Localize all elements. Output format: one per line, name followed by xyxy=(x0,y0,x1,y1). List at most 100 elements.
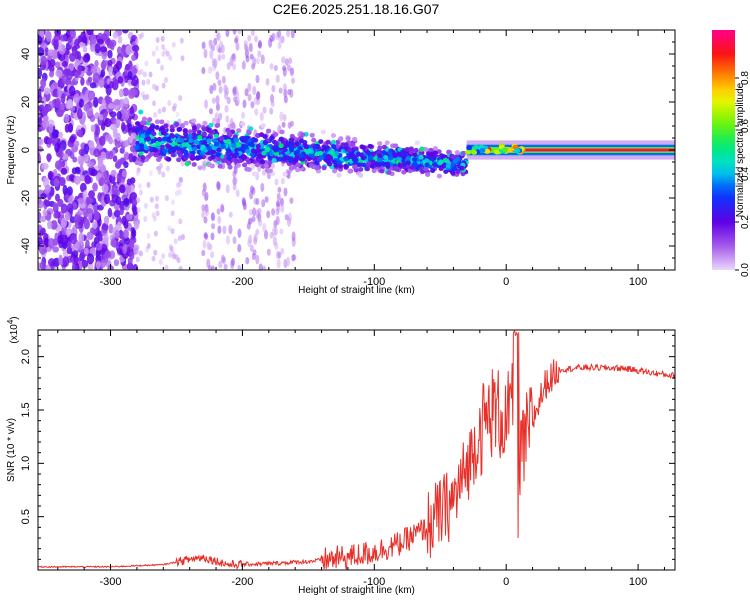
spectrogram-noise-cell xyxy=(69,135,76,143)
spectrogram-weak-cell xyxy=(266,210,271,219)
spectrogram-signal-cell xyxy=(260,123,266,128)
spectrogram-noise-cell xyxy=(53,202,58,212)
spectrogram-noise-cell xyxy=(86,30,94,36)
spectrogram-signal-cell xyxy=(351,157,357,163)
spectrogram-noise-cell xyxy=(75,167,81,175)
spectrogram-noise-cell xyxy=(38,224,43,232)
spectrogram-noise-cell xyxy=(123,220,129,229)
spectrogram-noise-cell xyxy=(98,77,105,88)
spectrogram-noise-cell xyxy=(164,264,169,270)
spectrogram-signal-cell xyxy=(377,161,383,167)
spectrogram-noise-cell xyxy=(130,88,138,96)
colorbar-label: Normalized spectral amplitude xyxy=(735,82,746,217)
spectrogram-weak-cell xyxy=(247,93,252,102)
spectrogram-noise-cell xyxy=(113,99,121,106)
spectrogram-weak-cell xyxy=(201,42,206,50)
spectrogram-noise-cell xyxy=(83,103,90,112)
spectrogram-weak-cell xyxy=(235,42,240,51)
spectrogram-signal-cell xyxy=(311,137,317,143)
spectrogram-signal-cell xyxy=(254,162,260,168)
spectrogram-weak-cell xyxy=(289,67,294,75)
spectrogram-signal-cell xyxy=(138,150,144,156)
spectrogram-signal-cell xyxy=(385,164,391,169)
spectrogram-signal-cell xyxy=(223,134,229,140)
spectrogram-noise-cell xyxy=(69,30,76,39)
spectrogram-signal-cell xyxy=(367,143,373,149)
spectrogram-signal-cell xyxy=(139,146,145,152)
spectrogram-noise-cell xyxy=(142,71,147,78)
spectrogram-noise-cell xyxy=(160,35,165,42)
spectrogram-signal-cell xyxy=(308,163,314,168)
spectrogram-noise-cell xyxy=(168,252,173,259)
spectrogram-weak-cell xyxy=(221,75,226,84)
spectrogram-noise-cell xyxy=(88,190,95,199)
spectrogram-noise-cell xyxy=(46,137,53,145)
spectrogram-noise-cell xyxy=(85,196,91,205)
spectrogram-noise-cell xyxy=(73,241,80,251)
spectrogram-noise-cell xyxy=(77,155,85,165)
spectrogram-signal-cell xyxy=(154,141,160,146)
y-tick-label: 0 xyxy=(20,147,32,153)
spectrogram-weak-cell xyxy=(252,56,257,67)
spectrogram-noise-cell xyxy=(135,38,140,45)
spectrogram-signal-cell xyxy=(318,155,325,161)
spectrogram-signal-cell xyxy=(295,167,301,173)
spectrogram-noise-cell xyxy=(139,68,144,75)
spectrogram-noise-cell xyxy=(39,261,45,270)
spectrogram-noise-cell xyxy=(81,35,88,44)
spectrogram-noise-cell xyxy=(107,59,113,67)
spectrogram-signal-cell xyxy=(334,151,340,156)
spectrogram-signal-cell xyxy=(353,146,359,152)
spectrogram-noise-cell xyxy=(87,76,93,83)
spectrogram-signal-cell xyxy=(428,147,434,153)
spectrogram-weak-cell xyxy=(270,100,275,107)
spectrogram-signal-cell xyxy=(197,165,203,171)
spectrogram-noise-cell xyxy=(60,167,68,175)
spectrogram-noise-cell xyxy=(46,153,52,163)
spectrogram-signal-cell xyxy=(444,159,451,164)
spectrogram-signal-cell xyxy=(216,156,222,162)
spectrogram-noise-cell xyxy=(95,125,101,136)
spectrogram-weak-cell xyxy=(226,62,231,70)
spectrogram-weak-cell xyxy=(232,63,237,71)
spectrogram-weak-cell xyxy=(277,30,282,39)
spectrogram-noise-cell xyxy=(135,256,140,263)
x-tick-label: -300 xyxy=(100,276,122,288)
spectrogram-noise-cell xyxy=(38,35,43,45)
spectrogram-noise-cell xyxy=(38,146,44,153)
spectrogram-signal-cell xyxy=(259,159,266,165)
spectrogram-weak-cell xyxy=(225,115,230,123)
spectrogram-signal-cell xyxy=(142,125,148,131)
spectrogram-signal-cell xyxy=(229,122,236,128)
spectrogram-weak-cell xyxy=(249,53,254,60)
spectrogram-weak-cell xyxy=(277,42,282,50)
spectrogram-weak-cell xyxy=(211,223,216,230)
spectrogram-weak-cell xyxy=(237,244,242,253)
spectrogram-noise-cell xyxy=(90,34,97,46)
spectrogram-weak-cell xyxy=(235,189,240,197)
spectrogram-signal-cell xyxy=(331,168,338,174)
spectrogram-signal-cell xyxy=(371,168,377,174)
spectrogram-weak-cell xyxy=(281,121,286,128)
spectrogram-noise-cell xyxy=(38,236,43,247)
spectrogram-noise-cell xyxy=(148,170,153,177)
spectrogram-weak-cell xyxy=(255,74,260,84)
spectrogram-noise-cell xyxy=(47,238,56,249)
spectrogram-weak-cell xyxy=(289,120,294,127)
spectrogram-weak-cell xyxy=(288,57,293,65)
y-tick-label: 1.5 xyxy=(20,402,32,417)
spectrogram-weak-cell xyxy=(281,56,286,64)
carrier-onset-cell xyxy=(514,148,521,154)
spectrogram-signal-cell xyxy=(147,117,153,122)
spectrogram-signal-cell xyxy=(345,136,351,141)
spectrogram-signal-cell xyxy=(352,136,358,142)
spectrogram-signal-cell xyxy=(271,145,277,151)
spectrogram-weak-cell xyxy=(219,40,224,50)
spectrogram-signal-cell xyxy=(314,160,320,166)
spectrogram-weak-cell xyxy=(282,83,287,91)
spectrogram-signal-cell xyxy=(235,162,241,168)
spectrogram-noise-cell xyxy=(47,119,55,128)
spectrogram-signal-cell xyxy=(167,148,173,154)
spectrogram-noise-cell xyxy=(116,221,122,232)
